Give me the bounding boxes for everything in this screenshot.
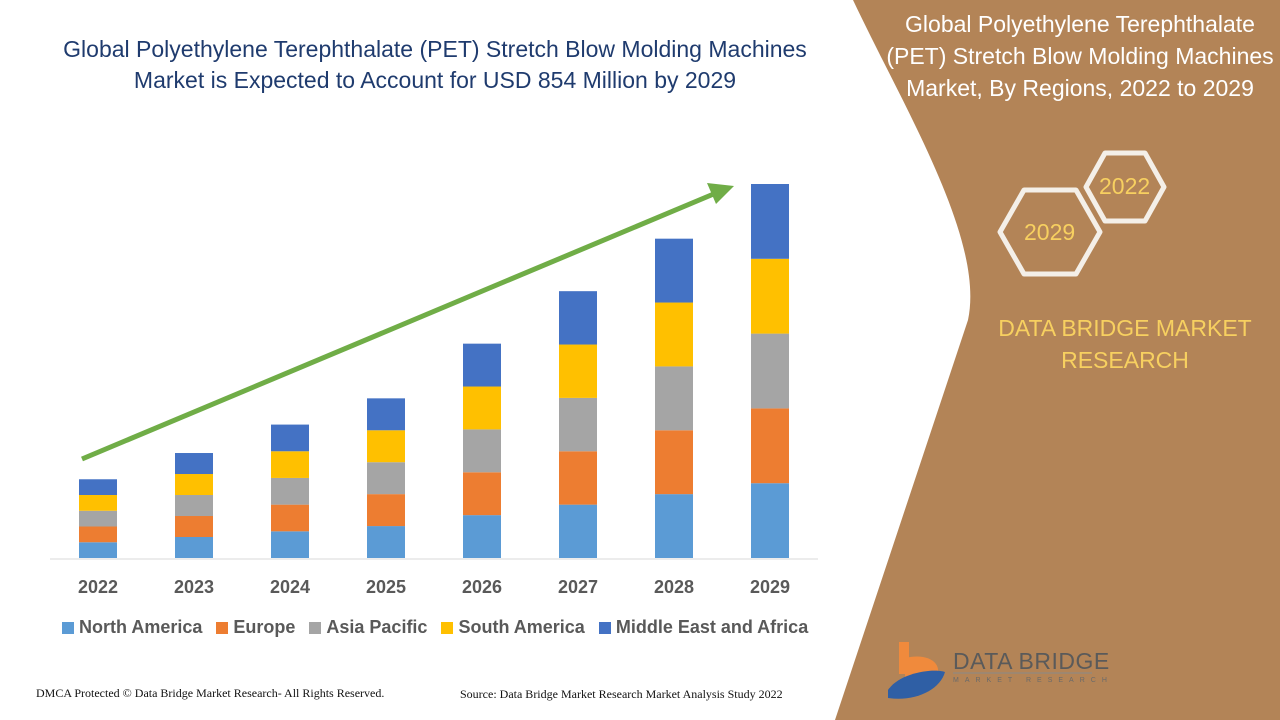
- legend-label: Middle East and Africa: [615, 617, 809, 637]
- legend-item: North America: [62, 617, 202, 638]
- hexagon-icon: [1083, 150, 1167, 224]
- source-footer: Source: Data Bridge Market Research Mark…: [460, 687, 783, 701]
- bar-segment-2027-north-america: [559, 504, 597, 558]
- bar-segment-2025-asia-pacific: [367, 462, 405, 495]
- bar-segment-2026-middle-east-and-africa: [463, 343, 501, 387]
- trend-arrow: [81, 190, 717, 462]
- legend-swatch: [62, 621, 74, 634]
- bar-segment-2027-europe: [559, 451, 597, 505]
- legend-swatch: [598, 621, 611, 634]
- legend-label: South America: [458, 617, 585, 637]
- x-tick-label: 2022: [78, 577, 118, 597]
- copyright-footer: DMCA Protected © Data Bridge Market Rese…: [36, 686, 385, 700]
- bar-segment-2024-asia-pacific: [271, 477, 309, 505]
- x-tick-label: 2026: [462, 577, 502, 597]
- logo-subtext: MARKET RESEARCH: [953, 677, 1113, 684]
- legend-label: Asia Pacific: [326, 617, 428, 637]
- bar-segment-2028-asia-pacific: [655, 366, 693, 431]
- bar-segment-2026-south-america: [463, 386, 501, 430]
- legend-label: Europe: [233, 617, 296, 637]
- bar-segment-2028-middle-east-and-africa: [655, 238, 693, 303]
- legend-item: Middle East and Africa: [598, 617, 809, 638]
- x-tick-label: 2025: [366, 577, 406, 597]
- bar-segment-2028-south-america: [655, 302, 693, 367]
- bar-segment-2027-middle-east-and-africa: [559, 291, 597, 345]
- legend-label: North America: [79, 617, 203, 637]
- bar-segment-2023-south-america: [175, 474, 213, 496]
- x-tick-label: 2027: [558, 577, 598, 597]
- legend-swatch: [441, 621, 454, 634]
- bar-segment-2022-north-america: [79, 542, 117, 558]
- bar-segment-2028-europe: [655, 430, 693, 495]
- hexagon-icon: [997, 187, 1103, 277]
- panel-background: [835, 0, 1280, 720]
- legend-item: South America: [441, 617, 585, 638]
- brand-name: DATA BRIDGE MARKET RESEARCH: [998, 315, 1252, 373]
- bar-segment-2025-north-america: [367, 526, 405, 558]
- logo-icon: [888, 642, 1092, 699]
- bar-segment-2029-south-america: [751, 258, 789, 334]
- legend-item: Europe: [216, 617, 295, 638]
- logo-text: DATA BRIDGE: [953, 648, 1110, 674]
- bar-segment-2023-asia-pacific: [175, 495, 213, 517]
- legend-swatch: [216, 621, 229, 634]
- bar-segment-2025-europe: [367, 494, 405, 527]
- legend-swatch: [309, 621, 322, 634]
- bar-segment-2023-middle-east-and-africa: [175, 453, 213, 475]
- chart: 2022 2023 2024 2025 2026 2027 2028 2029: [50, 183, 818, 597]
- x-tick-label: 2024: [270, 577, 310, 597]
- bar-segment-2022-europe: [79, 526, 117, 543]
- bar-segment-2023-europe: [175, 516, 213, 538]
- bar-segment-2027-asia-pacific: [559, 397, 597, 452]
- bar-segment-2025-middle-east-and-africa: [367, 398, 405, 431]
- arrow-head-icon: [707, 183, 734, 204]
- hex-year-2022: 2022: [1099, 173, 1151, 199]
- bar-segment-2027-south-america: [559, 344, 597, 398]
- bar-segment-2026-asia-pacific: [463, 429, 501, 473]
- bar-segment-2029-middle-east-and-africa: [751, 184, 789, 259]
- bar-segment-2029-europe: [751, 408, 789, 484]
- bar-segment-2024-middle-east-and-africa: [271, 424, 309, 452]
- bar-segment-2028-north-america: [655, 494, 693, 558]
- legend-item: Asia Pacific: [309, 617, 427, 638]
- x-tick-label: 2023: [174, 577, 214, 597]
- x-tick-label: 2028: [654, 577, 694, 597]
- bar-segment-2022-asia-pacific: [79, 510, 117, 527]
- bar-segment-2026-north-america: [463, 515, 501, 558]
- chart-title: Global Polyethylene Terephthalate (PET) …: [63, 36, 807, 93]
- legend: North America Europe Asia Pacific South Ame…: [62, 617, 808, 638]
- bar-segment-2023-north-america: [175, 537, 213, 558]
- bar-segment-2022-south-america: [79, 495, 117, 511]
- panel-title: Global Polyethylene Terephthalate (PET) …: [886, 11, 1274, 101]
- bar-segment-2029-asia-pacific: [751, 333, 789, 409]
- hex-year-2029: 2029: [1024, 219, 1076, 245]
- bar-segment-2022-middle-east-and-africa: [79, 479, 117, 496]
- bar-segment-2025-south-america: [367, 430, 405, 463]
- bar-segment-2024-europe: [271, 504, 309, 532]
- x-tick-label: 2029: [750, 577, 790, 597]
- bar-segment-2029-north-america: [751, 483, 789, 558]
- bar-segment-2024-north-america: [271, 531, 309, 558]
- bar-segment-2024-south-america: [271, 451, 309, 478]
- bar-segment-2026-europe: [463, 472, 501, 516]
